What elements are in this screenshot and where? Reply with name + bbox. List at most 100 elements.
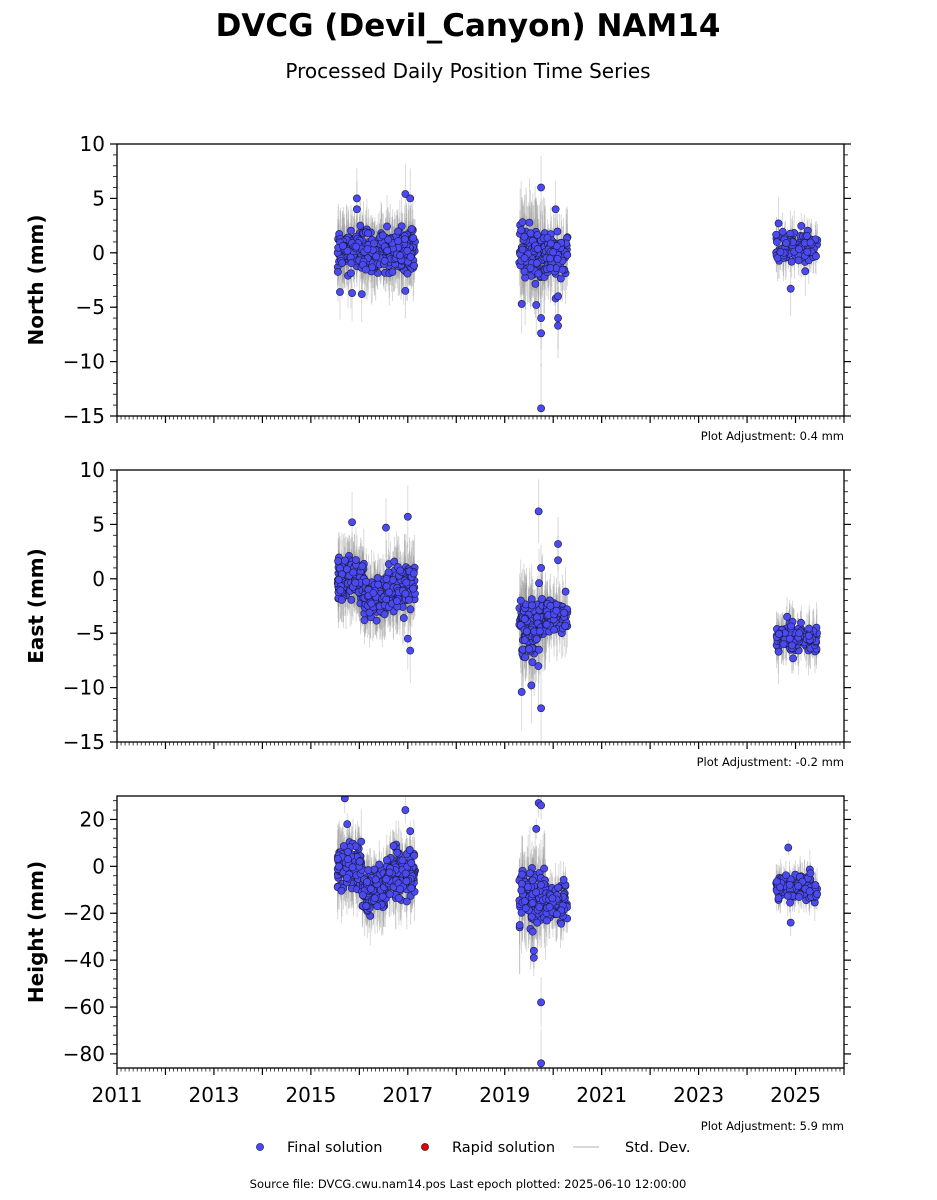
data-point <box>410 851 419 860</box>
data-point <box>797 222 806 230</box>
data-point <box>527 681 536 690</box>
plot-adjustment-note: Plot Adjustment: 0.4 mm <box>701 429 844 443</box>
data-point <box>373 574 382 582</box>
data-point <box>402 877 411 886</box>
data-point <box>371 875 380 884</box>
data-point <box>532 301 541 309</box>
y-tick-label: −5 <box>76 621 105 645</box>
data-point <box>516 596 525 605</box>
data-point <box>537 564 545 572</box>
data-point <box>554 556 562 565</box>
y-tick-label: 5 <box>92 186 105 210</box>
data-point <box>351 578 360 587</box>
data-point <box>361 265 370 274</box>
data-point <box>532 635 541 643</box>
data-point <box>542 620 551 629</box>
data-point <box>347 595 356 604</box>
data-point <box>343 873 351 882</box>
data-point <box>782 239 791 247</box>
data-point <box>336 586 345 595</box>
data-point <box>806 238 815 247</box>
data-point <box>406 605 415 614</box>
y-tick-label: 0 <box>92 241 105 265</box>
data-point <box>531 279 540 288</box>
data-point <box>337 886 346 895</box>
data-point <box>407 884 416 893</box>
data-point <box>389 842 398 850</box>
data-point <box>533 231 542 239</box>
data-point <box>527 912 536 921</box>
data-point <box>394 894 403 903</box>
data-point <box>559 875 568 884</box>
data-point <box>556 274 565 283</box>
data-point <box>406 194 415 203</box>
data-point <box>546 601 555 610</box>
data-point <box>553 227 562 236</box>
data-point <box>537 314 545 322</box>
data-point <box>535 903 544 911</box>
data-point <box>560 608 569 617</box>
data-point <box>528 927 537 936</box>
y-tick-label: 10 <box>80 458 105 482</box>
data-point <box>334 575 343 584</box>
data-point <box>538 594 546 603</box>
data-point <box>528 601 536 610</box>
data-point <box>788 641 796 650</box>
data-point <box>401 190 410 198</box>
data-point <box>382 856 391 864</box>
data-point <box>525 645 533 654</box>
data-point <box>553 254 562 263</box>
data-point <box>358 891 367 900</box>
data-point <box>358 562 367 571</box>
y-tick-label: 0 <box>92 567 105 591</box>
data-point <box>535 579 543 588</box>
data-point <box>518 218 527 227</box>
data-point <box>534 645 543 654</box>
data-point <box>367 885 375 893</box>
data-point <box>554 321 562 330</box>
chart-panels: 10 5 0 −5 −10 −15 North (mm) Plot Adjustment: 0… <box>24 132 851 1133</box>
data-point <box>403 634 412 643</box>
data-point <box>787 622 795 631</box>
data-point <box>405 845 414 854</box>
data-point <box>774 647 783 656</box>
y-tick-label: −15 <box>63 404 105 428</box>
data-point <box>404 595 413 604</box>
y-tick-label: 10 <box>80 132 105 156</box>
data-point <box>352 242 361 251</box>
panel-2: 10 5 0 −5 −10 −15 East (mm) Plot Adjustment: -0… <box>24 458 851 769</box>
data-point <box>353 205 361 214</box>
data-point <box>795 245 803 253</box>
data-point <box>383 222 391 231</box>
data-point <box>333 268 342 276</box>
data-point <box>402 897 411 906</box>
data-point <box>551 205 560 214</box>
data-point <box>399 614 408 622</box>
data-point <box>394 237 403 245</box>
data-point <box>396 885 404 893</box>
y-tick-label: −10 <box>63 350 105 374</box>
data-point <box>339 842 348 851</box>
data-point <box>794 256 803 265</box>
data-point <box>554 540 562 548</box>
data-point <box>522 627 531 636</box>
data-point <box>363 877 371 886</box>
data-point <box>407 859 416 867</box>
y-tick-label: −15 <box>63 730 105 754</box>
data-point <box>347 259 356 268</box>
data-point <box>383 246 392 255</box>
data-point <box>396 251 404 260</box>
data-point <box>393 597 401 605</box>
data-point <box>370 894 379 903</box>
data-point <box>557 919 566 928</box>
y-tick-label: 5 <box>92 512 105 536</box>
data-point <box>550 625 558 634</box>
data-point <box>360 616 369 625</box>
data-point <box>532 259 541 267</box>
data-point <box>382 575 391 583</box>
data-point <box>407 225 416 233</box>
final-solution-points <box>333 183 822 413</box>
data-point <box>533 918 542 927</box>
data-point <box>779 640 788 649</box>
